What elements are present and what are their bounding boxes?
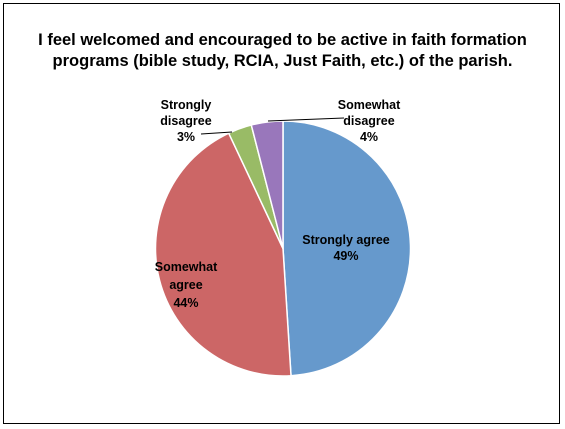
- data-label-somewhat-agree: Somewhat agree 44%: [155, 260, 218, 310]
- leader-lines: [200, 117, 345, 135]
- data-label-percent: 3%: [177, 130, 195, 144]
- data-label-category: Strongly: [161, 98, 212, 112]
- chart-title-line-1: I feel welcomed and encouraged to be act…: [38, 31, 527, 49]
- data-label-category: Somewhat: [338, 98, 401, 112]
- data-label-strongly-disagree: Strongly disagree 3%: [160, 98, 211, 144]
- chart-title-line-2: programs (bible study, RCIA, Just Faith,…: [52, 52, 513, 70]
- data-label-percent: 4%: [360, 130, 378, 144]
- data-label-category: disagree: [160, 114, 211, 128]
- data-label-category: Strongly agree: [302, 233, 390, 247]
- chart-title: I feel welcomed and encouraged to be act…: [0, 30, 565, 72]
- data-label-percent: 49%: [333, 249, 358, 263]
- data-labels: Strongly agree 49% Somewhat agree 44% Strongl…: [155, 98, 401, 310]
- pie-slices: [154, 120, 412, 377]
- leader-line-somewhat-disagree: [267, 117, 345, 122]
- data-label-strongly-agree: Strongly agree 49%: [302, 233, 390, 263]
- leader-line-strongly-disagree: [200, 131, 233, 135]
- data-label-percent: 44%: [173, 296, 198, 310]
- pie-slice-strongly-agree: [282, 120, 412, 377]
- pie-slice-somewhat-disagree: [250, 120, 284, 249]
- data-label-category: disagree: [343, 114, 394, 128]
- data-label-category: Somewhat: [155, 260, 218, 274]
- data-label-category: agree: [169, 278, 202, 292]
- data-label-somewhat-disagree: Somewhat disagree 4%: [338, 98, 401, 144]
